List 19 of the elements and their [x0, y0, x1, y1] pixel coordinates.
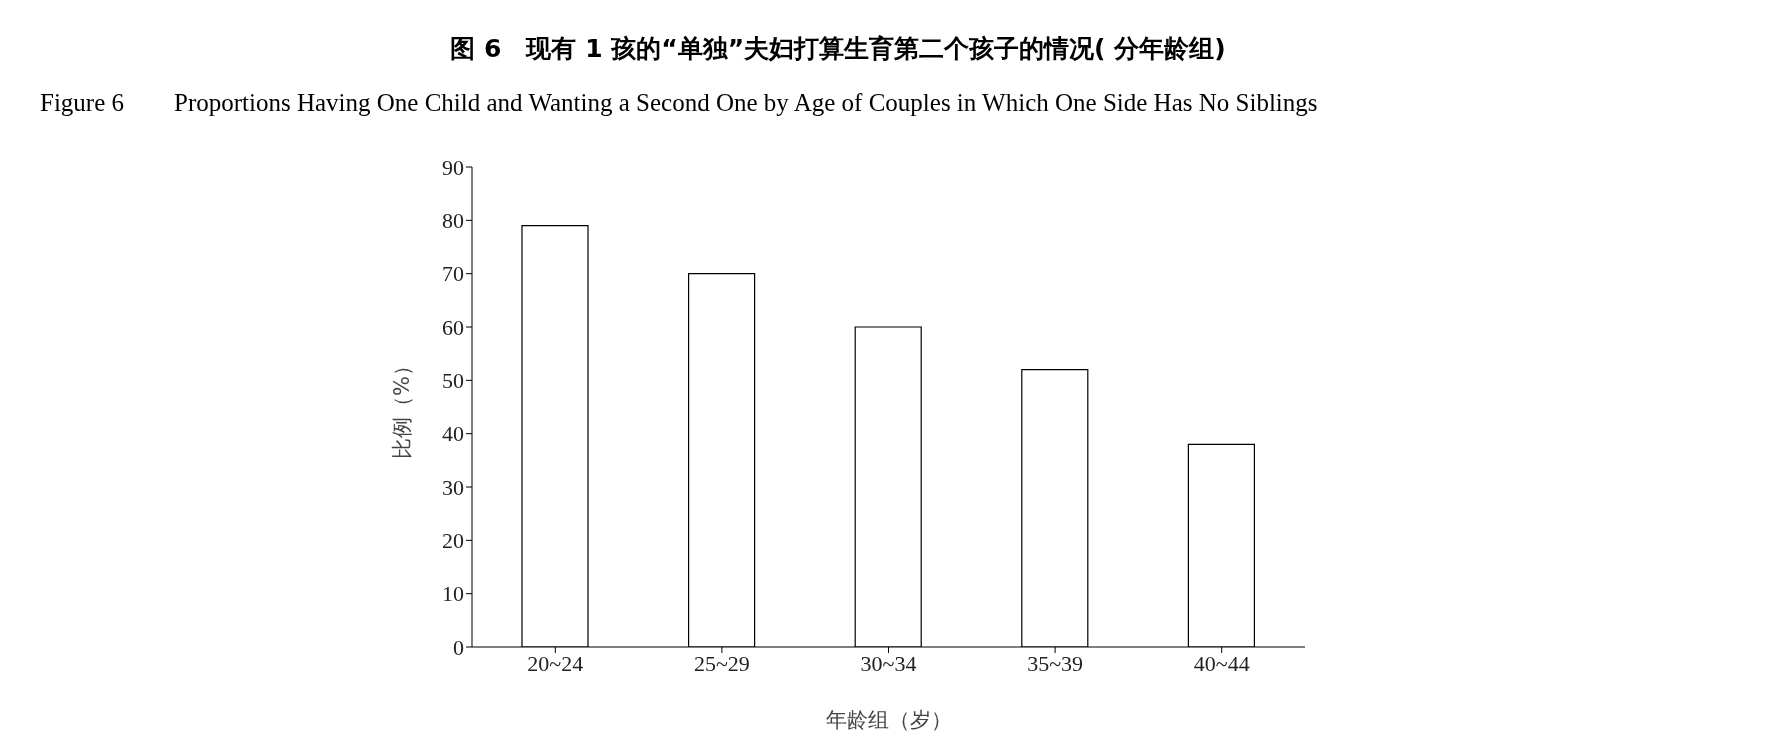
- chart-subtitle: Figure 6 Proportions Having One Child and Wanting a Second One by Age of Couples in Which One Side Has No Siblings: [40, 88, 1318, 118]
- x-tick-label: 35~39: [1027, 650, 1084, 676]
- y-tick-label: 80: [442, 208, 464, 234]
- y-tick-label: 0: [453, 634, 464, 660]
- y-tick-label: 40: [442, 421, 464, 447]
- y-tick-label: 30: [442, 474, 464, 500]
- y-tick-label: 50: [442, 368, 464, 394]
- x-tick-label: 20~24: [527, 650, 584, 676]
- y-tick-label: 20: [442, 528, 464, 554]
- chart-title: 图 6 现有 1 孩的“单独”夫妇打算生育第二个孩子的情况( 分年龄组): [449, 33, 1227, 65]
- y-tick-label: 70: [442, 261, 464, 287]
- x-axis-title: 年龄组（岁）: [825, 708, 952, 732]
- x-tick-label: 40~44: [1193, 650, 1250, 676]
- y-tick-label: 60: [442, 314, 464, 340]
- y-axis-title: 比例（%）: [390, 355, 415, 459]
- x-tick-label: 25~29: [693, 650, 750, 676]
- y-tick-label: 10: [442, 581, 464, 607]
- x-tick-label: 30~34: [860, 650, 917, 676]
- y-tick-label: 90: [442, 154, 464, 180]
